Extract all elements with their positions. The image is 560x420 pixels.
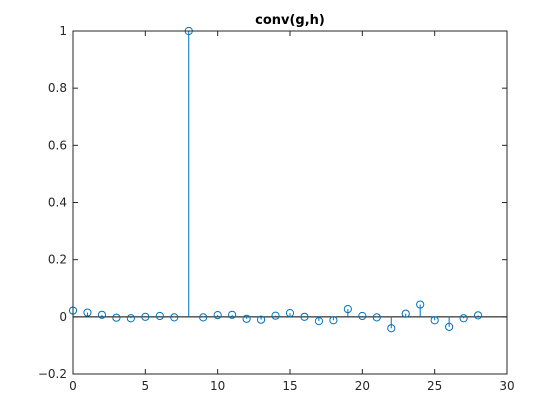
x-tick-label: 5 [142, 379, 150, 393]
stem-marker [285, 309, 295, 318]
x-axis: 0 5 10 15 20 25 30 [69, 31, 515, 393]
x-tick-label: 10 [210, 379, 225, 393]
stem-point [83, 308, 92, 317]
stem-marker [97, 310, 107, 319]
stem-marker [343, 305, 352, 314]
stem-point [401, 309, 410, 318]
stem-marker [300, 312, 309, 321]
stem-marker [155, 311, 164, 321]
y-tick-label: 1 [59, 24, 67, 38]
stem-marker [141, 312, 150, 321]
y-tick-label: 0.8 [48, 81, 67, 95]
stem-point [430, 316, 439, 325]
stem-marker [228, 310, 237, 319]
stem-marker [372, 313, 381, 322]
stem-point [300, 312, 309, 321]
stem-point [358, 311, 367, 321]
stem-marker [83, 308, 92, 317]
x-tick-label: 15 [282, 379, 297, 393]
x-tick-label: 0 [69, 379, 77, 393]
stem-marker [170, 313, 179, 322]
stem-point [170, 313, 179, 322]
stem-point [459, 314, 468, 323]
x-tick-label: 20 [355, 379, 370, 393]
stem-marker [401, 309, 410, 318]
stem-point [343, 305, 352, 317]
stem-marker [256, 315, 266, 324]
stem-marker [358, 311, 367, 321]
stem-point [141, 312, 150, 321]
stem-marker [387, 324, 396, 333]
y-tick-label: −0.2 [38, 367, 67, 381]
stem-point [256, 315, 266, 324]
stem-marker [199, 313, 208, 322]
stem-point [285, 309, 295, 318]
stem-point [473, 311, 483, 320]
stem-point [416, 300, 425, 317]
stem-marker [213, 311, 222, 320]
y-tick-label: 0.2 [48, 253, 67, 267]
stem-point [155, 311, 164, 321]
stem-point [97, 310, 107, 319]
stem-marker [459, 314, 468, 323]
stem-point [199, 313, 208, 322]
stem-point [329, 316, 338, 325]
stem-marker [112, 313, 121, 322]
y-axis: −0.2 0 0.2 0.4 0.6 0.8 1 [38, 24, 507, 381]
stem-point [387, 316, 396, 333]
stem-point [228, 310, 237, 319]
x-tick-label: 30 [499, 379, 514, 393]
stem-point [126, 314, 135, 323]
stem-marker [416, 300, 425, 309]
stem-point [372, 313, 381, 322]
plot-area [73, 31, 507, 374]
stem-marker [473, 311, 483, 320]
stem-point [271, 311, 280, 320]
stem-point [445, 316, 454, 331]
stem-marker [242, 314, 251, 323]
stem-point [314, 316, 324, 326]
stem-point [242, 314, 251, 323]
stem-point [213, 311, 222, 320]
stem-marker [314, 317, 324, 326]
chart-title: conv(g,h) [255, 13, 325, 28]
stem-marker [126, 314, 135, 323]
stem-marker [271, 311, 280, 320]
y-tick-label: 0.4 [48, 196, 67, 210]
stem-marker [430, 316, 439, 325]
stem-point [112, 313, 121, 322]
y-tick-label: 0.6 [48, 138, 67, 152]
x-tick-label: 25 [427, 379, 442, 393]
y-tick-label: 0 [59, 310, 67, 324]
axes: 0 5 10 15 20 25 30 −0.200.20.40.60.81 [38, 24, 515, 393]
stem-marker [445, 322, 454, 331]
stem-marker [329, 316, 338, 325]
